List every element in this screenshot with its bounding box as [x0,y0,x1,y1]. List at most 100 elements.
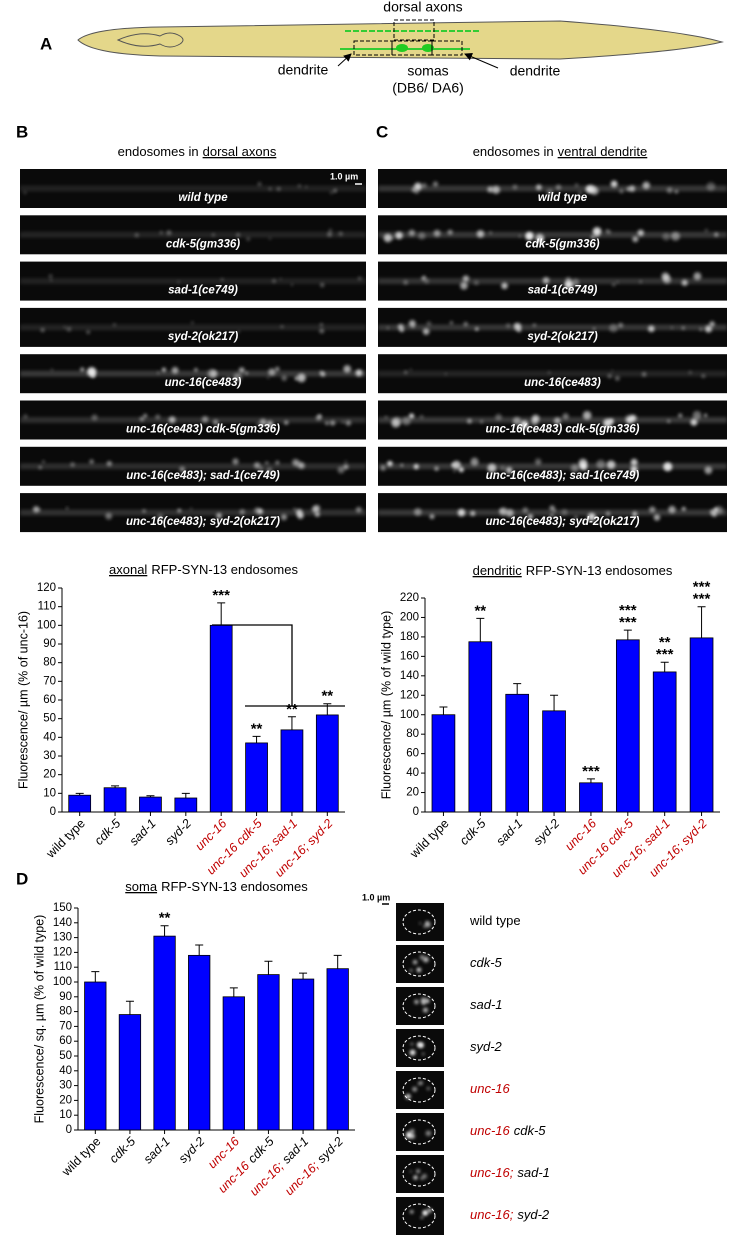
endosome-spot [590,186,599,195]
endosome-spot [280,514,288,521]
endosome-spot [423,1007,428,1013]
endosome-spot [156,513,164,521]
endosome-spot [291,458,299,466]
endosome-spot [420,1177,424,1180]
endosome-spot [495,413,502,421]
endosome-spot [505,509,514,518]
endosome-spot [233,373,242,382]
endosome-spot [216,512,222,519]
label-part: wild type [407,817,452,862]
endosome-spot [662,233,671,241]
endosome-spot [512,417,521,426]
x-tick-label: syd-2 [176,1135,208,1167]
endosome-spot [605,511,611,516]
endosome-spot [106,460,112,467]
endosome-spot [429,514,435,520]
label-part: sad-1 [141,1135,173,1167]
endosome-spot [614,375,620,381]
title-text: RFP-SYN-13 endosomes [151,562,298,577]
endosome-spot [403,280,409,285]
bar [468,641,493,813]
endosome-spot [344,460,348,464]
label-part: cdk-5 [107,1135,139,1167]
label-somas-sub: (DB6/ DA6) [392,80,464,96]
endosome-spot [525,231,534,241]
y-tick-label: 90 [59,991,72,1003]
endosome-spot [578,190,583,196]
panel-label: B [16,122,28,141]
label-dendrite: dendrite [278,62,329,78]
endosome-spot [166,230,172,236]
bar [280,729,304,813]
significance: ** [286,701,298,718]
endosome-spot [714,507,718,512]
endosome-spot [518,234,522,238]
label-part: cdk-5 [514,1123,547,1138]
bar [689,637,714,813]
endosome-spot [413,464,419,470]
endosome-spot [329,191,333,195]
endosome-spot [632,236,639,243]
endosome-spot [420,1216,424,1219]
endosome-spot [419,414,424,419]
endosome-spot [671,231,680,241]
endosome-spot [402,416,411,426]
endosome-spot [290,283,294,287]
endosome-spot [220,278,224,282]
error-bar [323,703,332,715]
endosome-spot [610,180,618,188]
endosome-spot [592,227,602,236]
endosome-spot [245,371,248,375]
y-tick-label: 160 [400,650,419,662]
strip-label: wild type [178,192,228,204]
endosome-spot [113,323,116,326]
endosome-spot [159,231,163,235]
axon-haze [20,231,366,238]
soma-micrograph [396,1155,444,1193]
comparison-bracket [212,624,345,707]
endosome-spot [383,233,393,243]
endosome-spot [447,229,453,235]
axon-haze [20,370,366,377]
endosome-spot [276,186,281,191]
endosome-spot [642,181,651,190]
endosome-spot [421,276,426,281]
endosome-spot [616,281,619,284]
endosome-spot [418,1042,424,1048]
scale-bar-label: 1.0 µm [362,892,390,902]
endosome-spot [157,371,160,375]
panel-label: C [376,122,388,141]
error-bar [217,602,226,626]
endosome-spot [546,188,554,196]
endosome-spot [404,370,408,375]
strip-label: cdk-5(gm336) [166,238,240,250]
y-tick-label: 120 [400,689,419,701]
endosome-spot [171,366,179,374]
y-tick-label: 70 [43,675,56,687]
endosome-spot [407,1131,411,1135]
x-tick-label: wild type [407,817,452,862]
endosome-spot [666,187,673,194]
endosome-spot [408,229,416,237]
error-bar [125,1000,134,1015]
endosome-spot [514,323,517,326]
endosome-spot [91,373,95,378]
endosome-spot [281,375,287,381]
y-tick-label: 0 [413,806,419,818]
endosome-spot [400,464,404,467]
endosome-spot [279,277,282,280]
y-tick-label: 70 [59,1020,72,1032]
significance: *** [693,579,711,596]
significance: ** [659,634,671,651]
error-bar [111,785,120,788]
strip-label: wild type [538,192,588,204]
x-tick-label: sad-1 [127,817,159,849]
error-bar [252,735,261,743]
endosome-spot [341,420,345,424]
y-tick-label: 40 [43,731,56,743]
title-text: RFP-SYN-13 endosomes [526,563,673,578]
y-axis-title: Fluorescence/ sq. µm (% of wild type) [32,915,46,1124]
endosome-spot [462,275,470,282]
axon-haze [378,509,727,516]
endosome-spot [343,464,349,470]
